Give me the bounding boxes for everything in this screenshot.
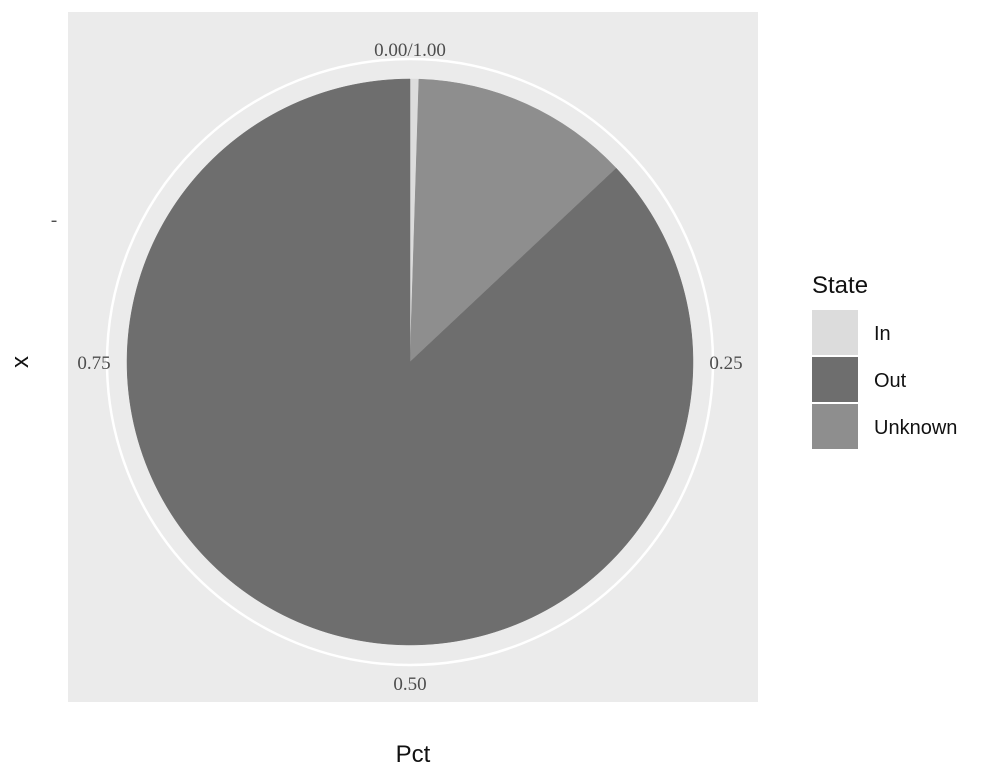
legend-entries: In Out Unknown bbox=[812, 310, 957, 449]
legend-label-out: Out bbox=[874, 370, 907, 392]
y-axis-title: x bbox=[7, 356, 34, 368]
theta-tick-0.25: 0.25 bbox=[709, 353, 742, 374]
theta-tick-0: 0.00/1.00 bbox=[374, 40, 446, 61]
legend-swatch-unknown bbox=[812, 404, 858, 449]
theta-tick-0.50: 0.50 bbox=[393, 674, 426, 695]
legend-swatch-out bbox=[812, 357, 858, 402]
pie-slices bbox=[126, 78, 694, 646]
y-tick-label: - bbox=[51, 210, 57, 231]
theta-tick-0.75: 0.75 bbox=[77, 353, 110, 374]
x-axis-title: Pct bbox=[396, 741, 431, 768]
legend-swatch-in bbox=[812, 310, 858, 355]
legend-label-in: In bbox=[874, 323, 891, 345]
legend: State In Out Unknown bbox=[812, 272, 957, 449]
pie-slice-unknown bbox=[409, 78, 617, 363]
grid-circle bbox=[105, 57, 715, 667]
pie-slice-out bbox=[126, 78, 694, 646]
legend-title: State bbox=[812, 272, 868, 299]
legend-label-unknown: Unknown bbox=[874, 417, 957, 439]
